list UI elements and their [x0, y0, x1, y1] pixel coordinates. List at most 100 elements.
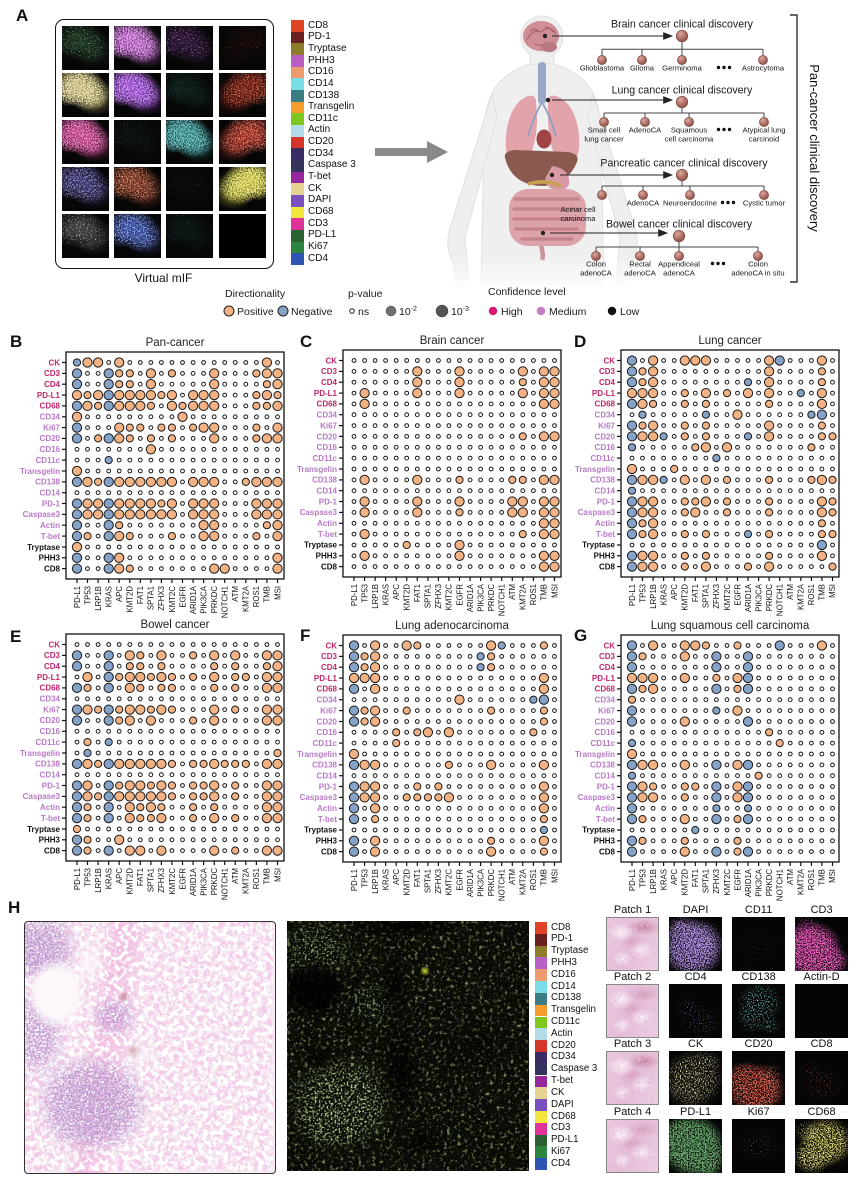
svg-text:KMT2C: KMT2C	[168, 868, 177, 895]
svg-text:Caspase3: Caspase3	[23, 792, 61, 801]
svg-text:T-bet: T-bet	[317, 814, 336, 823]
svg-text:Tryptase: Tryptase	[582, 825, 615, 834]
svg-text:APC: APC	[115, 586, 124, 602]
svg-text:Pancreatic cancer clinical dis: Pancreatic cancer clinical discovery	[600, 158, 768, 170]
svg-text:ATM: ATM	[508, 869, 517, 885]
svg-text:PHH3: PHH3	[594, 551, 616, 560]
svg-text:KMT2D: KMT2D	[681, 583, 690, 610]
svg-text:NOTCH1: NOTCH1	[497, 869, 506, 901]
svg-text:CD4: CD4	[599, 378, 616, 387]
svg-text:CD3: CD3	[320, 367, 337, 376]
svg-text:CD34: CD34	[316, 410, 337, 419]
svg-text:CD8: CD8	[44, 564, 61, 573]
svg-text:FAT1: FAT1	[691, 584, 700, 602]
svg-text:ROS1: ROS1	[807, 584, 816, 605]
svg-text:FAT1: FAT1	[691, 869, 700, 887]
svg-text:Ki67: Ki67	[320, 706, 337, 715]
svg-text:EGFR: EGFR	[455, 583, 464, 605]
svg-text:CD20: CD20	[595, 432, 616, 441]
svg-text:PD-L1: PD-L1	[73, 586, 82, 608]
svg-text:CD138: CD138	[35, 760, 60, 769]
svg-text:ROS1: ROS1	[252, 868, 261, 889]
svg-text:KRAS: KRAS	[659, 584, 668, 605]
svg-text:KMT2C: KMT2C	[444, 868, 453, 895]
svg-text:NOTCH1: NOTCH1	[776, 584, 785, 616]
svg-text:10-2: 10-2	[399, 306, 417, 318]
svg-text:CD8: CD8	[599, 847, 616, 856]
svg-text:PD-1: PD-1	[42, 499, 61, 508]
svg-text:PD-L1: PD-L1	[349, 869, 358, 891]
svg-text:FAT1: FAT1	[136, 868, 145, 886]
svg-text:Tryptase: Tryptase	[304, 540, 337, 549]
svg-text:ROS1: ROS1	[807, 869, 816, 890]
svg-text:EGFR: EGFR	[733, 583, 742, 605]
svg-text:NOTCH1: NOTCH1	[221, 586, 230, 618]
svg-text:CD4: CD4	[44, 662, 61, 671]
svg-text:Rectal: Rectal	[629, 260, 651, 269]
svg-text:Actin: Actin	[40, 521, 60, 530]
svg-text:PRKDC: PRKDC	[210, 868, 219, 896]
svg-text:CD20: CD20	[316, 432, 337, 441]
svg-text:KRAS: KRAS	[659, 869, 668, 890]
svg-text:adenoCA: adenoCA	[624, 269, 657, 278]
svg-text:NOTCH1: NOTCH1	[497, 584, 506, 616]
svg-text:Tryptase: Tryptase	[27, 543, 60, 552]
svg-text:TP53: TP53	[83, 586, 92, 605]
svg-text:Lung squamous cell carcinoma: Lung squamous cell carcinoma	[651, 620, 810, 632]
svg-text:Transgelin: Transgelin	[20, 749, 60, 758]
svg-text:Caspase3: Caspase3	[578, 508, 616, 517]
svg-text:TMB: TMB	[539, 584, 548, 600]
svg-text:CD3: CD3	[599, 652, 616, 661]
svg-text:Transgelin: Transgelin	[296, 464, 336, 473]
svg-text:CD11c: CD11c	[36, 456, 61, 465]
svg-text:CD20: CD20	[40, 716, 61, 725]
svg-text:CD4: CD4	[44, 380, 61, 389]
svg-text:PRKDC: PRKDC	[765, 583, 774, 611]
svg-text:FAT1: FAT1	[136, 586, 145, 604]
svg-text:CD11c: CD11c	[591, 738, 616, 747]
svg-text:Lung cancer: Lung cancer	[698, 335, 761, 347]
svg-text:APC: APC	[115, 868, 124, 884]
svg-text:PD-L1: PD-L1	[37, 391, 61, 400]
svg-text:KRAS: KRAS	[105, 868, 114, 889]
svg-text:PHH3: PHH3	[315, 551, 337, 560]
svg-text:PRKDC: PRKDC	[210, 586, 219, 614]
svg-text:Lung adenocarcinoma: Lung adenocarcinoma	[395, 620, 509, 632]
svg-text:PD-1: PD-1	[597, 497, 616, 506]
svg-text:PHH3: PHH3	[39, 554, 61, 563]
svg-text:LRP1B: LRP1B	[94, 868, 103, 893]
svg-text:PD-L1: PD-L1	[73, 868, 82, 890]
svg-text:Caspase3: Caspase3	[23, 510, 61, 519]
svg-text:Germinoma: Germinoma	[662, 64, 702, 73]
svg-text:Astrocytoma: Astrocytoma	[742, 64, 785, 73]
svg-text:Ki67: Ki67	[598, 706, 615, 715]
svg-text:Caspase3: Caspase3	[578, 793, 616, 802]
svg-text:CD68: CD68	[316, 399, 337, 408]
svg-text:carcinoma: carcinoma	[560, 214, 596, 223]
svg-text:CD11c: CD11c	[312, 738, 337, 747]
svg-text:T-bet: T-bet	[41, 814, 60, 823]
svg-text:CD16: CD16	[316, 728, 337, 737]
svg-text:Ki67: Ki67	[43, 705, 60, 714]
svg-text:KMT2C: KMT2C	[723, 583, 732, 610]
svg-text:TP53: TP53	[638, 584, 647, 603]
svg-text:SPTA1: SPTA1	[702, 584, 711, 608]
svg-text:CD16: CD16	[595, 728, 616, 737]
svg-text:ARID1A: ARID1A	[744, 868, 753, 897]
svg-text:KMT2A: KMT2A	[518, 868, 527, 895]
svg-text:PRKDC: PRKDC	[765, 868, 774, 896]
svg-text:CD138: CD138	[312, 475, 337, 484]
svg-text:CD14: CD14	[40, 489, 61, 498]
svg-text:PD-L1: PD-L1	[349, 584, 358, 606]
svg-text:ROS1: ROS1	[529, 584, 538, 605]
svg-text:SPTA1: SPTA1	[147, 586, 156, 610]
svg-text:Confidence level: Confidence level	[488, 286, 566, 298]
svg-text:p-value: p-value	[348, 288, 383, 300]
svg-text:Ki67: Ki67	[43, 423, 60, 432]
svg-text:APC: APC	[670, 868, 679, 884]
svg-text:CK: CK	[48, 358, 60, 367]
svg-text:PD-1: PD-1	[318, 782, 337, 791]
svg-text:KMT2C: KMT2C	[444, 583, 453, 610]
svg-text:Medium: Medium	[549, 306, 587, 318]
svg-text:CD11c: CD11c	[591, 453, 616, 462]
